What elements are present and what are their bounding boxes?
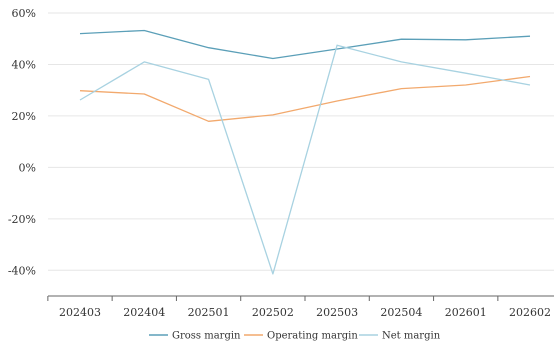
x-axis-tick-labels: 202403 202404 202501 202502 202503 202504 2026…	[59, 306, 551, 319]
series-line-operating-margin	[79, 75, 531, 122]
x-tick-label: 202403	[59, 306, 101, 319]
y-axis-tick-labels: -40% -20% 0% 20% 40% 60%	[8, 7, 36, 277]
series-lines	[79, 29, 531, 275]
x-tick-label: 202501	[188, 306, 230, 319]
x-tick-label: 202404	[123, 306, 165, 319]
legend-label: Net margin	[382, 331, 441, 342]
y-tick-label: -40%	[8, 264, 36, 277]
y-tick-label: 0%	[19, 161, 36, 174]
x-tick-label: 202601	[445, 306, 487, 319]
x-tick-label: 202602	[509, 306, 551, 319]
y-tick-label: -20%	[8, 213, 36, 226]
y-tick-label: 40%	[12, 58, 36, 71]
legend-label: Operating margin	[267, 331, 358, 342]
x-tick-label: 202503	[316, 306, 358, 319]
series-line-net-margin	[79, 44, 531, 275]
x-axis	[47, 295, 554, 301]
y-tick-label: 20%	[12, 110, 36, 123]
x-tick-label: 202504	[380, 306, 422, 319]
series-line-gross-margin	[79, 29, 531, 60]
x-tick-label: 202502	[252, 306, 294, 319]
legend-label: Gross margin	[172, 331, 241, 342]
legend: Gross margin Operating margin Net margin	[149, 331, 441, 342]
gridlines	[48, 12, 554, 271]
y-tick-label: 60%	[12, 7, 36, 20]
